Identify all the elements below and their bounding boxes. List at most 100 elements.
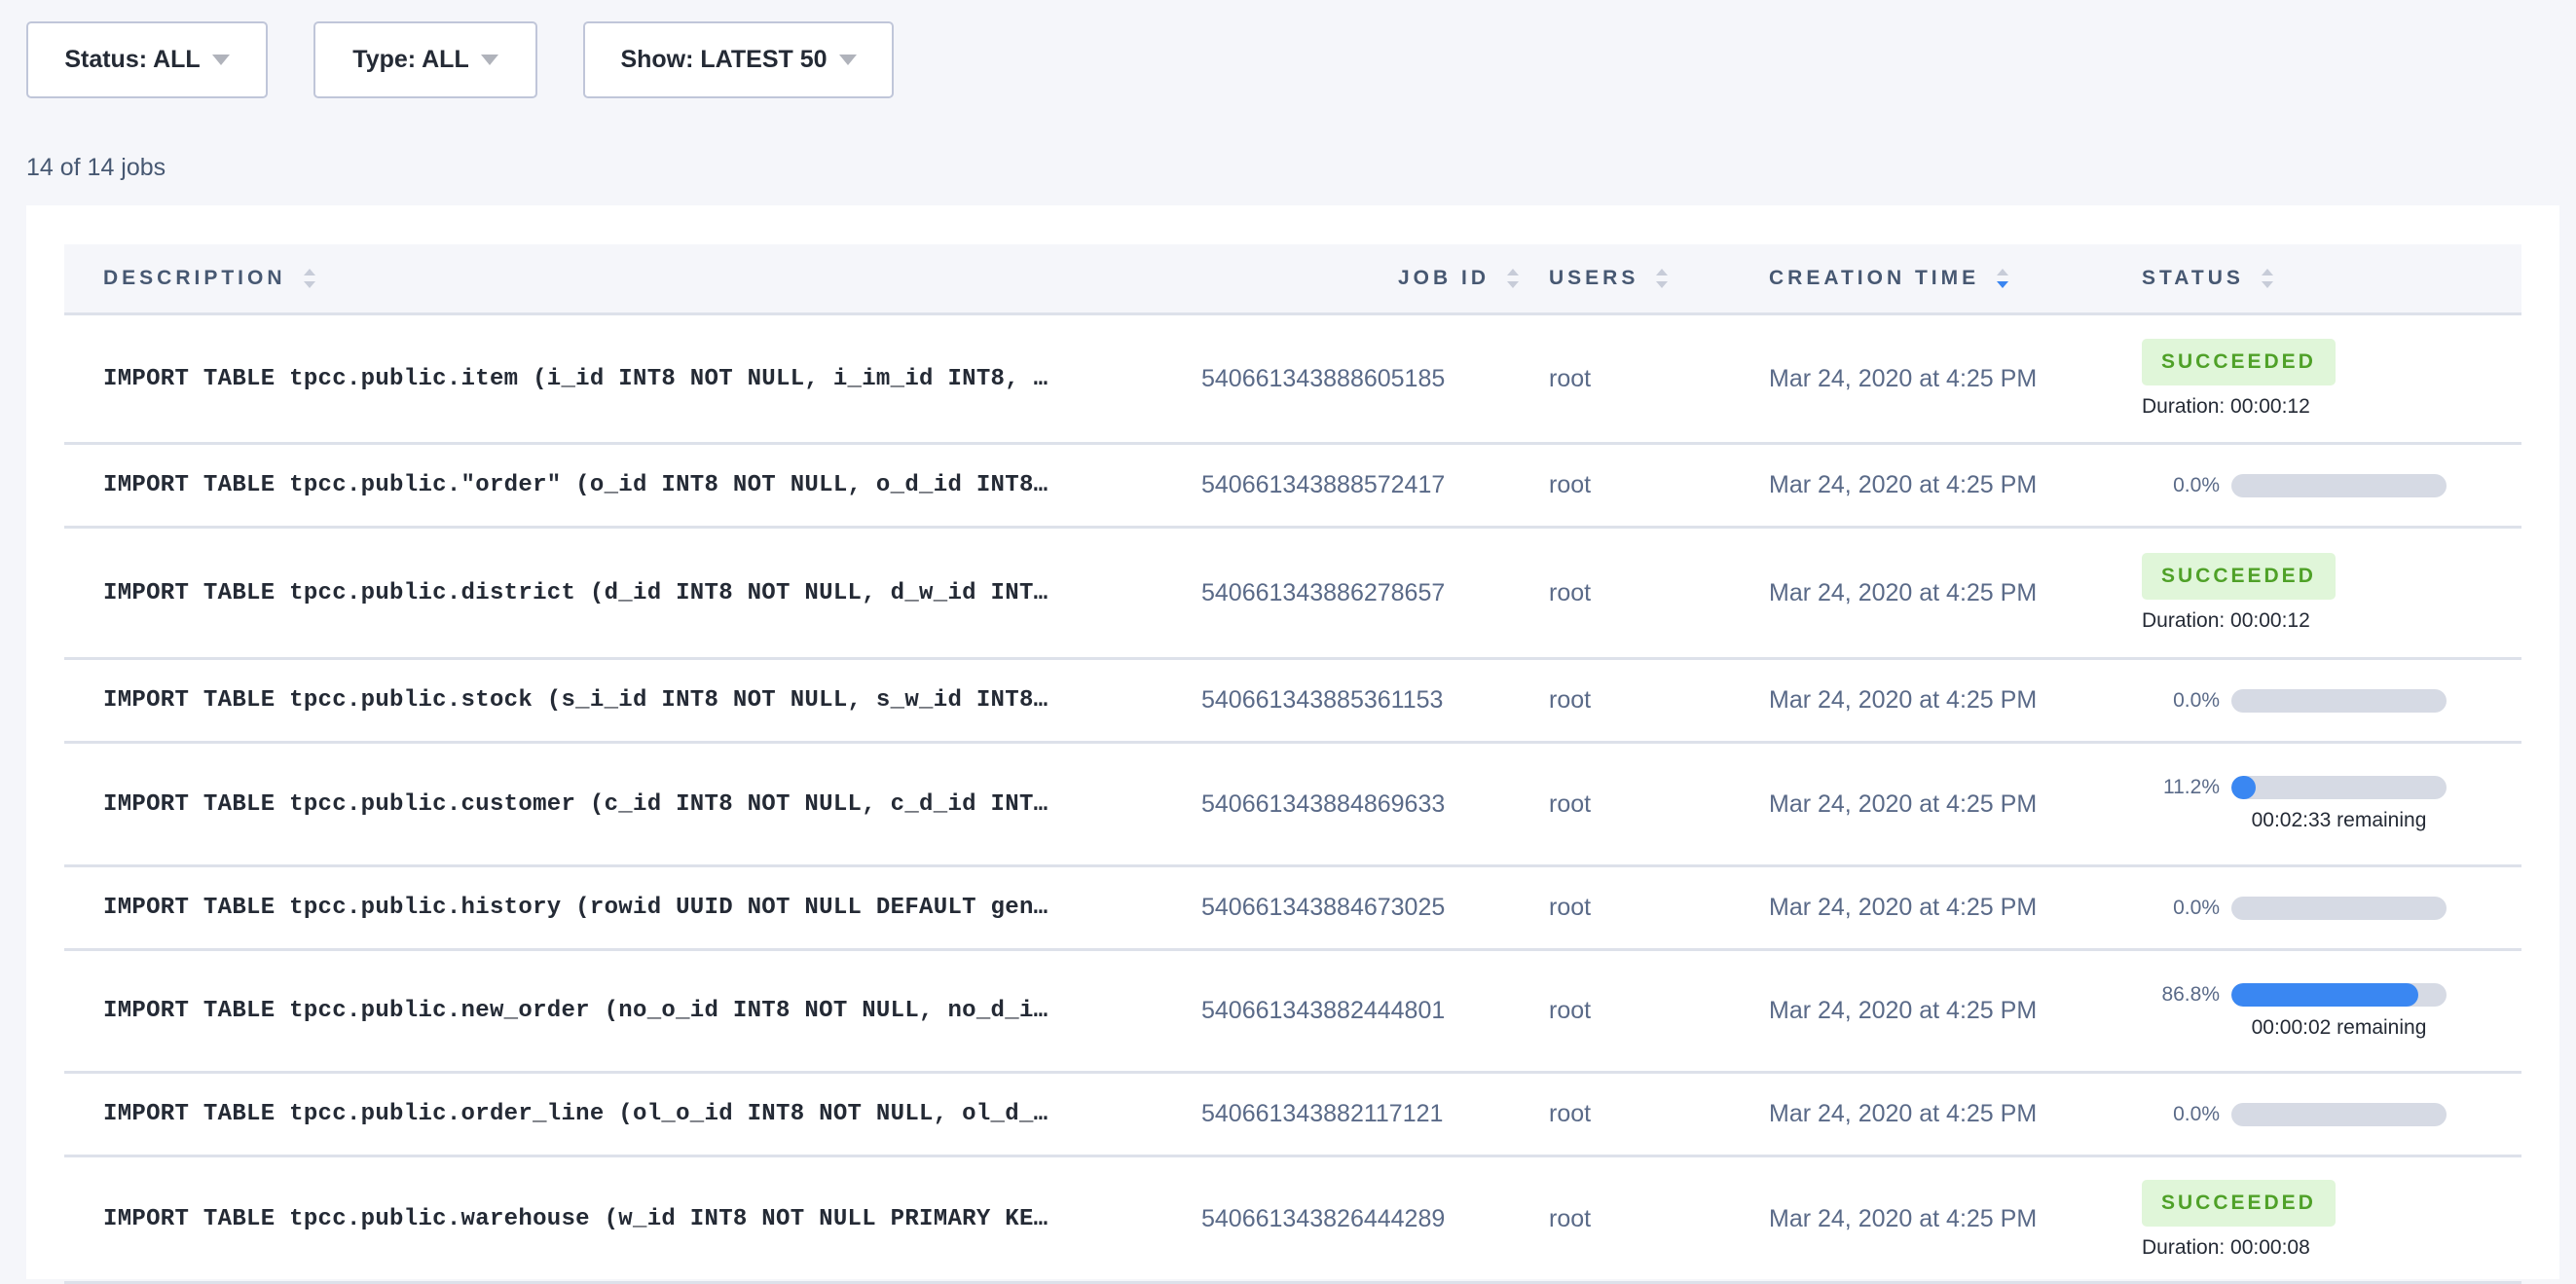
show-filter-dropdown[interactable]: Show: LATEST 50	[583, 21, 894, 98]
column-header-status[interactable]: STATUS	[2142, 244, 2273, 312]
progress: 0.0%	[2142, 688, 2447, 713]
status-badge: SUCCEEDED	[2142, 339, 2336, 385]
progress-bar	[2231, 473, 2447, 497]
creation-time: Mar 24, 2020 at 4:25 PM	[1769, 997, 2038, 1024]
job-user: root	[1549, 1100, 1592, 1127]
column-header-users[interactable]: USERS	[1549, 244, 1669, 312]
progress: 86.8%	[2142, 982, 2447, 1007]
job-id[interactable]: 540661343884673025	[1201, 894, 1446, 921]
job-description[interactable]: IMPORT TABLE tpcc.public.district (d_id …	[103, 579, 1049, 606]
progress-percent: 0.0%	[2173, 1102, 2220, 1125]
jobs-panel: DESCRIPTION JOB ID USERS CREATION TIME S…	[26, 205, 2559, 1284]
job-description[interactable]: IMPORT TABLE tpcc.public.stock (s_i_id I…	[103, 687, 1049, 714]
job-id[interactable]: 540661343886278657	[1201, 578, 1446, 606]
duration-text: Duration: 00:00:12	[2142, 609, 2310, 632]
table-row[interactable]: IMPORT TABLE tpcc.public.order_line (ol_…	[64, 1074, 2521, 1157]
creation-time: Mar 24, 2020 at 4:25 PM	[1769, 894, 2038, 921]
job-description[interactable]: IMPORT TABLE tpcc.public."order" (o_id I…	[103, 472, 1049, 498]
chevron-down-icon	[480, 55, 498, 65]
creation-time: Mar 24, 2020 at 4:25 PM	[1769, 686, 2038, 714]
column-header-description[interactable]: DESCRIPTION	[103, 244, 315, 312]
progress: 0.0%	[2142, 473, 2447, 497]
job-description[interactable]: IMPORT TABLE tpcc.public.history (rowid …	[103, 895, 1049, 921]
job-user: root	[1549, 364, 1592, 392]
column-header-job-id[interactable]: JOB ID	[1305, 244, 1519, 312]
progress-bar	[2231, 982, 2447, 1007]
duration-text: Duration: 00:00:12	[2142, 395, 2310, 418]
progress-percent: 0.0%	[2173, 473, 2220, 496]
job-status: 0.0%	[2142, 1074, 2447, 1155]
jobs-table: DESCRIPTION JOB ID USERS CREATION TIME S…	[64, 244, 2521, 1284]
creation-time: Mar 24, 2020 at 4:25 PM	[1769, 471, 2038, 498]
sort-icon[interactable]	[2261, 269, 2273, 288]
job-id[interactable]: 540661343884869633	[1201, 789, 1446, 818]
creation-time: Mar 24, 2020 at 4:25 PM	[1769, 1100, 2038, 1127]
progress-bar	[2231, 896, 2447, 920]
progress: 0.0%	[2142, 896, 2447, 920]
column-label: DESCRIPTION	[103, 267, 286, 289]
status-filter-label: Status: ALL	[64, 46, 201, 73]
job-id[interactable]: 540661343888605185	[1201, 364, 1446, 392]
job-user: root	[1549, 789, 1592, 818]
job-description[interactable]: IMPORT TABLE tpcc.public.new_order (no_o…	[103, 998, 1049, 1024]
job-user: root	[1549, 997, 1592, 1024]
status-filter-dropdown[interactable]: Status: ALL	[26, 21, 268, 98]
sort-icon[interactable]	[1507, 269, 1519, 288]
creation-time: Mar 24, 2020 at 4:25 PM	[1769, 1205, 2038, 1232]
sort-icon[interactable]	[1656, 269, 1669, 288]
sort-descending-icon[interactable]	[1997, 269, 2009, 288]
job-description[interactable]: IMPORT TABLE tpcc.public.customer (c_id …	[103, 790, 1049, 818]
progress-percent: 0.0%	[2173, 688, 2220, 712]
job-status: SUCCEEDED Duration: 00:00:12	[2142, 315, 2336, 442]
type-filter-dropdown[interactable]: Type: ALL	[313, 21, 537, 98]
table-row[interactable]: IMPORT TABLE tpcc.public.history (rowid …	[64, 867, 2521, 951]
progress: 11.2%	[2142, 776, 2447, 799]
progress-percent: 86.8%	[2161, 982, 2220, 1006]
column-label: CREATION TIME	[1769, 267, 1980, 289]
progress-bar	[2231, 1102, 2447, 1126]
job-user: root	[1549, 578, 1592, 606]
job-id[interactable]: 540661343882117121	[1201, 1100, 1444, 1127]
job-id[interactable]: 540661343885361153	[1201, 686, 1444, 714]
job-status: SUCCEEDED Duration: 00:00:12	[2142, 529, 2336, 657]
job-user: root	[1549, 894, 1592, 921]
job-id[interactable]: 540661343882444801	[1201, 997, 1446, 1024]
remaining-time: 00:02:33 remaining	[2251, 809, 2427, 831]
progress-bar	[2231, 688, 2447, 713]
job-id[interactable]: 540661343888572417	[1201, 471, 1446, 498]
progress: 0.0%	[2142, 1102, 2447, 1126]
job-user: root	[1549, 686, 1592, 714]
job-status: 86.8% 00:00:02 remaining	[2142, 951, 2447, 1071]
job-status: 0.0%	[2142, 445, 2447, 526]
job-status: 0.0%	[2142, 867, 2447, 948]
job-description[interactable]: IMPORT TABLE tpcc.public.item (i_id INT8…	[103, 365, 1049, 392]
progress-percent: 0.0%	[2173, 896, 2220, 919]
job-user: root	[1549, 471, 1592, 498]
creation-time: Mar 24, 2020 at 4:25 PM	[1769, 578, 2038, 606]
sort-icon[interactable]	[303, 269, 315, 288]
column-label: JOB ID	[1397, 267, 1490, 289]
table-row[interactable]: IMPORT TABLE tpcc.public.warehouse (w_id…	[64, 1157, 2521, 1284]
job-description[interactable]: IMPORT TABLE tpcc.public.order_line (ol_…	[103, 1101, 1049, 1127]
status-badge: SUCCEEDED	[2142, 553, 2336, 600]
progress-percent: 11.2%	[2163, 776, 2220, 798]
type-filter-label: Type: ALL	[352, 46, 469, 73]
column-header-creation-time[interactable]: CREATION TIME	[1769, 244, 2009, 312]
table-row[interactable]: IMPORT TABLE tpcc.public.item (i_id INT8…	[64, 315, 2521, 445]
table-row[interactable]: IMPORT TABLE tpcc.public.stock (s_i_id I…	[64, 660, 2521, 744]
job-count: 14 of 14 jobs	[26, 154, 166, 181]
chevron-down-icon	[838, 55, 857, 65]
job-description[interactable]: IMPORT TABLE tpcc.public.warehouse (w_id…	[103, 1206, 1049, 1232]
job-user: root	[1549, 1205, 1592, 1232]
column-label: STATUS	[2142, 267, 2244, 289]
table-row[interactable]: IMPORT TABLE tpcc.public.new_order (no_o…	[64, 951, 2521, 1074]
progress-fill	[2231, 982, 2418, 1007]
table-header: DESCRIPTION JOB ID USERS CREATION TIME S…	[64, 244, 2521, 315]
table-row[interactable]: IMPORT TABLE tpcc.public.district (d_id …	[64, 529, 2521, 660]
chevron-down-icon	[211, 55, 230, 65]
progress-fill	[2231, 776, 2256, 799]
job-status: SUCCEEDED Duration: 00:00:08	[2142, 1157, 2336, 1281]
table-row[interactable]: IMPORT TABLE tpcc.public.customer (c_id …	[64, 744, 2521, 867]
table-row[interactable]: IMPORT TABLE tpcc.public."order" (o_id I…	[64, 445, 2521, 529]
job-id[interactable]: 540661343826444289	[1201, 1205, 1446, 1232]
